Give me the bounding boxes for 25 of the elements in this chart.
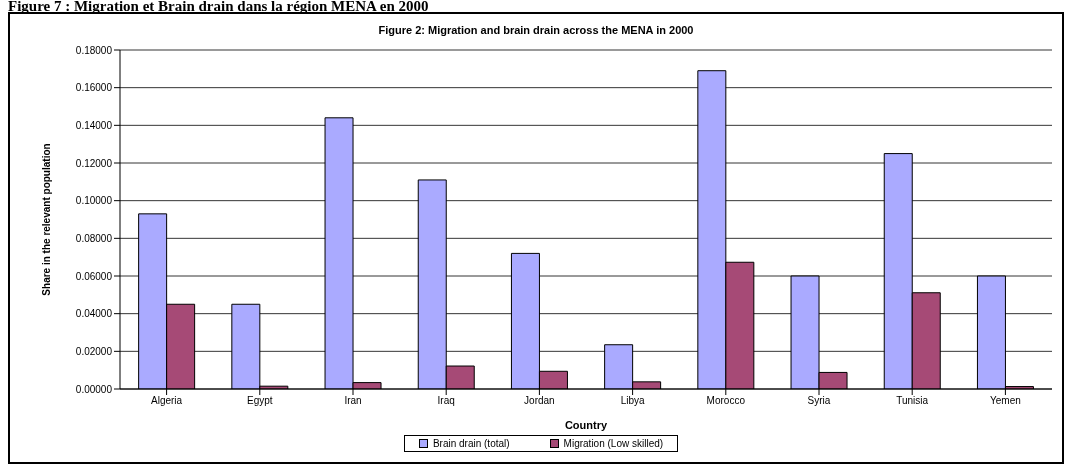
- x-tick-label: Libya: [620, 395, 645, 407]
- legend-label: Brain drain (total): [431, 438, 510, 449]
- y-tick-label: 0.00000: [75, 383, 113, 395]
- x-axis-title: Country: [564, 419, 608, 431]
- x-tick-label: Jordan: [524, 395, 555, 407]
- x-tick-label: Iran: [344, 395, 362, 407]
- y-tick-label: 0.06000: [75, 270, 113, 282]
- y-tick-label: 0.10000: [75, 195, 113, 207]
- y-tick-label: 0.04000: [75, 308, 113, 320]
- x-tick-label: Morocco: [706, 395, 746, 407]
- y-tick-label: 0.08000: [75, 232, 113, 244]
- y-axis-title: Share in the relevant population: [40, 143, 52, 296]
- x-tick-label: Syria: [807, 395, 831, 407]
- x-tick-label: Yemen: [990, 395, 1021, 407]
- y-tick-label: 0.18000: [75, 44, 113, 56]
- x-tick-label: Tunisia: [896, 395, 929, 407]
- chart-title: Figure 2: Migration and brain drain across the MENA in 2000: [377, 24, 695, 36]
- x-tick-label: Egypt: [247, 395, 273, 407]
- y-tick-label: 0.02000: [75, 345, 113, 357]
- x-tick-label: Algeria: [151, 395, 183, 407]
- x-tick-label: Iraq: [437, 395, 455, 407]
- legend-label: Migration (Low skilled): [562, 438, 664, 449]
- y-tick-label: 0.14000: [75, 119, 113, 131]
- y-tick-label: 0.12000: [75, 157, 113, 169]
- y-tick-label: 0.16000: [75, 82, 113, 94]
